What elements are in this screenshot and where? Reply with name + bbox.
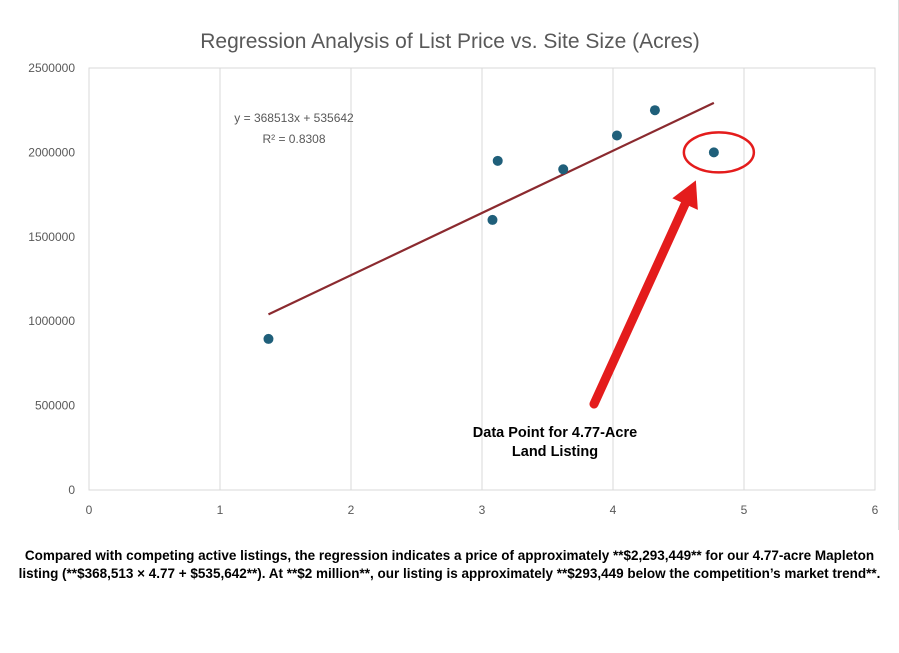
highlight-ellipse bbox=[682, 131, 756, 174]
data-point bbox=[611, 130, 622, 141]
x-tick-label: 5 bbox=[741, 503, 748, 517]
callout-label-line-1: Data Point for 4.77-Acre bbox=[473, 425, 637, 441]
y-tick-label: 2500000 bbox=[28, 61, 75, 75]
highlight-annotation bbox=[589, 131, 756, 409]
chart-title: Regression Analysis of List Price vs. Si… bbox=[200, 30, 700, 53]
y-tick-label: 1000000 bbox=[28, 314, 75, 328]
y-tick-label: 500000 bbox=[35, 399, 75, 413]
y-tick-label: 1500000 bbox=[28, 230, 75, 244]
y-tick-label: 2000000 bbox=[28, 145, 75, 159]
chart-area: Regression Analysis of List Price vs. Si… bbox=[28, 0, 899, 530]
data-point bbox=[487, 214, 498, 225]
callout-arrow-shaft bbox=[589, 199, 690, 409]
data-point bbox=[558, 164, 569, 175]
x-tick-label: 6 bbox=[872, 503, 879, 517]
y-axis-tick-labels: 0 500000 1000000 1500000 2000000 2500000 bbox=[28, 61, 75, 497]
analysis-caption: Compared with competing active listings,… bbox=[18, 548, 881, 581]
y-tick-label: 0 bbox=[68, 483, 75, 497]
callout-arrow-head bbox=[672, 180, 698, 210]
trendline-r-squared: R² = 0.8308 bbox=[262, 132, 325, 146]
trendline-group bbox=[267, 101, 715, 316]
data-points bbox=[263, 105, 719, 344]
data-point bbox=[263, 333, 274, 344]
callout-label-line-2: Land Listing bbox=[512, 444, 598, 460]
x-tick-label: 1 bbox=[217, 503, 224, 517]
scatter-chart: Regression Analysis of List Price vs. Si… bbox=[28, 30, 879, 517]
data-point bbox=[492, 155, 503, 166]
trendline-equation: y = 368513x + 535642 bbox=[234, 111, 354, 125]
x-tick-label: 4 bbox=[610, 503, 617, 517]
data-point bbox=[708, 147, 719, 158]
x-axis-tick-labels: 0 1 2 3 4 5 6 bbox=[86, 503, 879, 517]
data-point bbox=[649, 105, 660, 116]
trendline bbox=[267, 101, 715, 316]
x-tick-label: 0 bbox=[86, 503, 93, 517]
x-tick-label: 3 bbox=[479, 503, 486, 517]
x-tick-label: 2 bbox=[348, 503, 355, 517]
